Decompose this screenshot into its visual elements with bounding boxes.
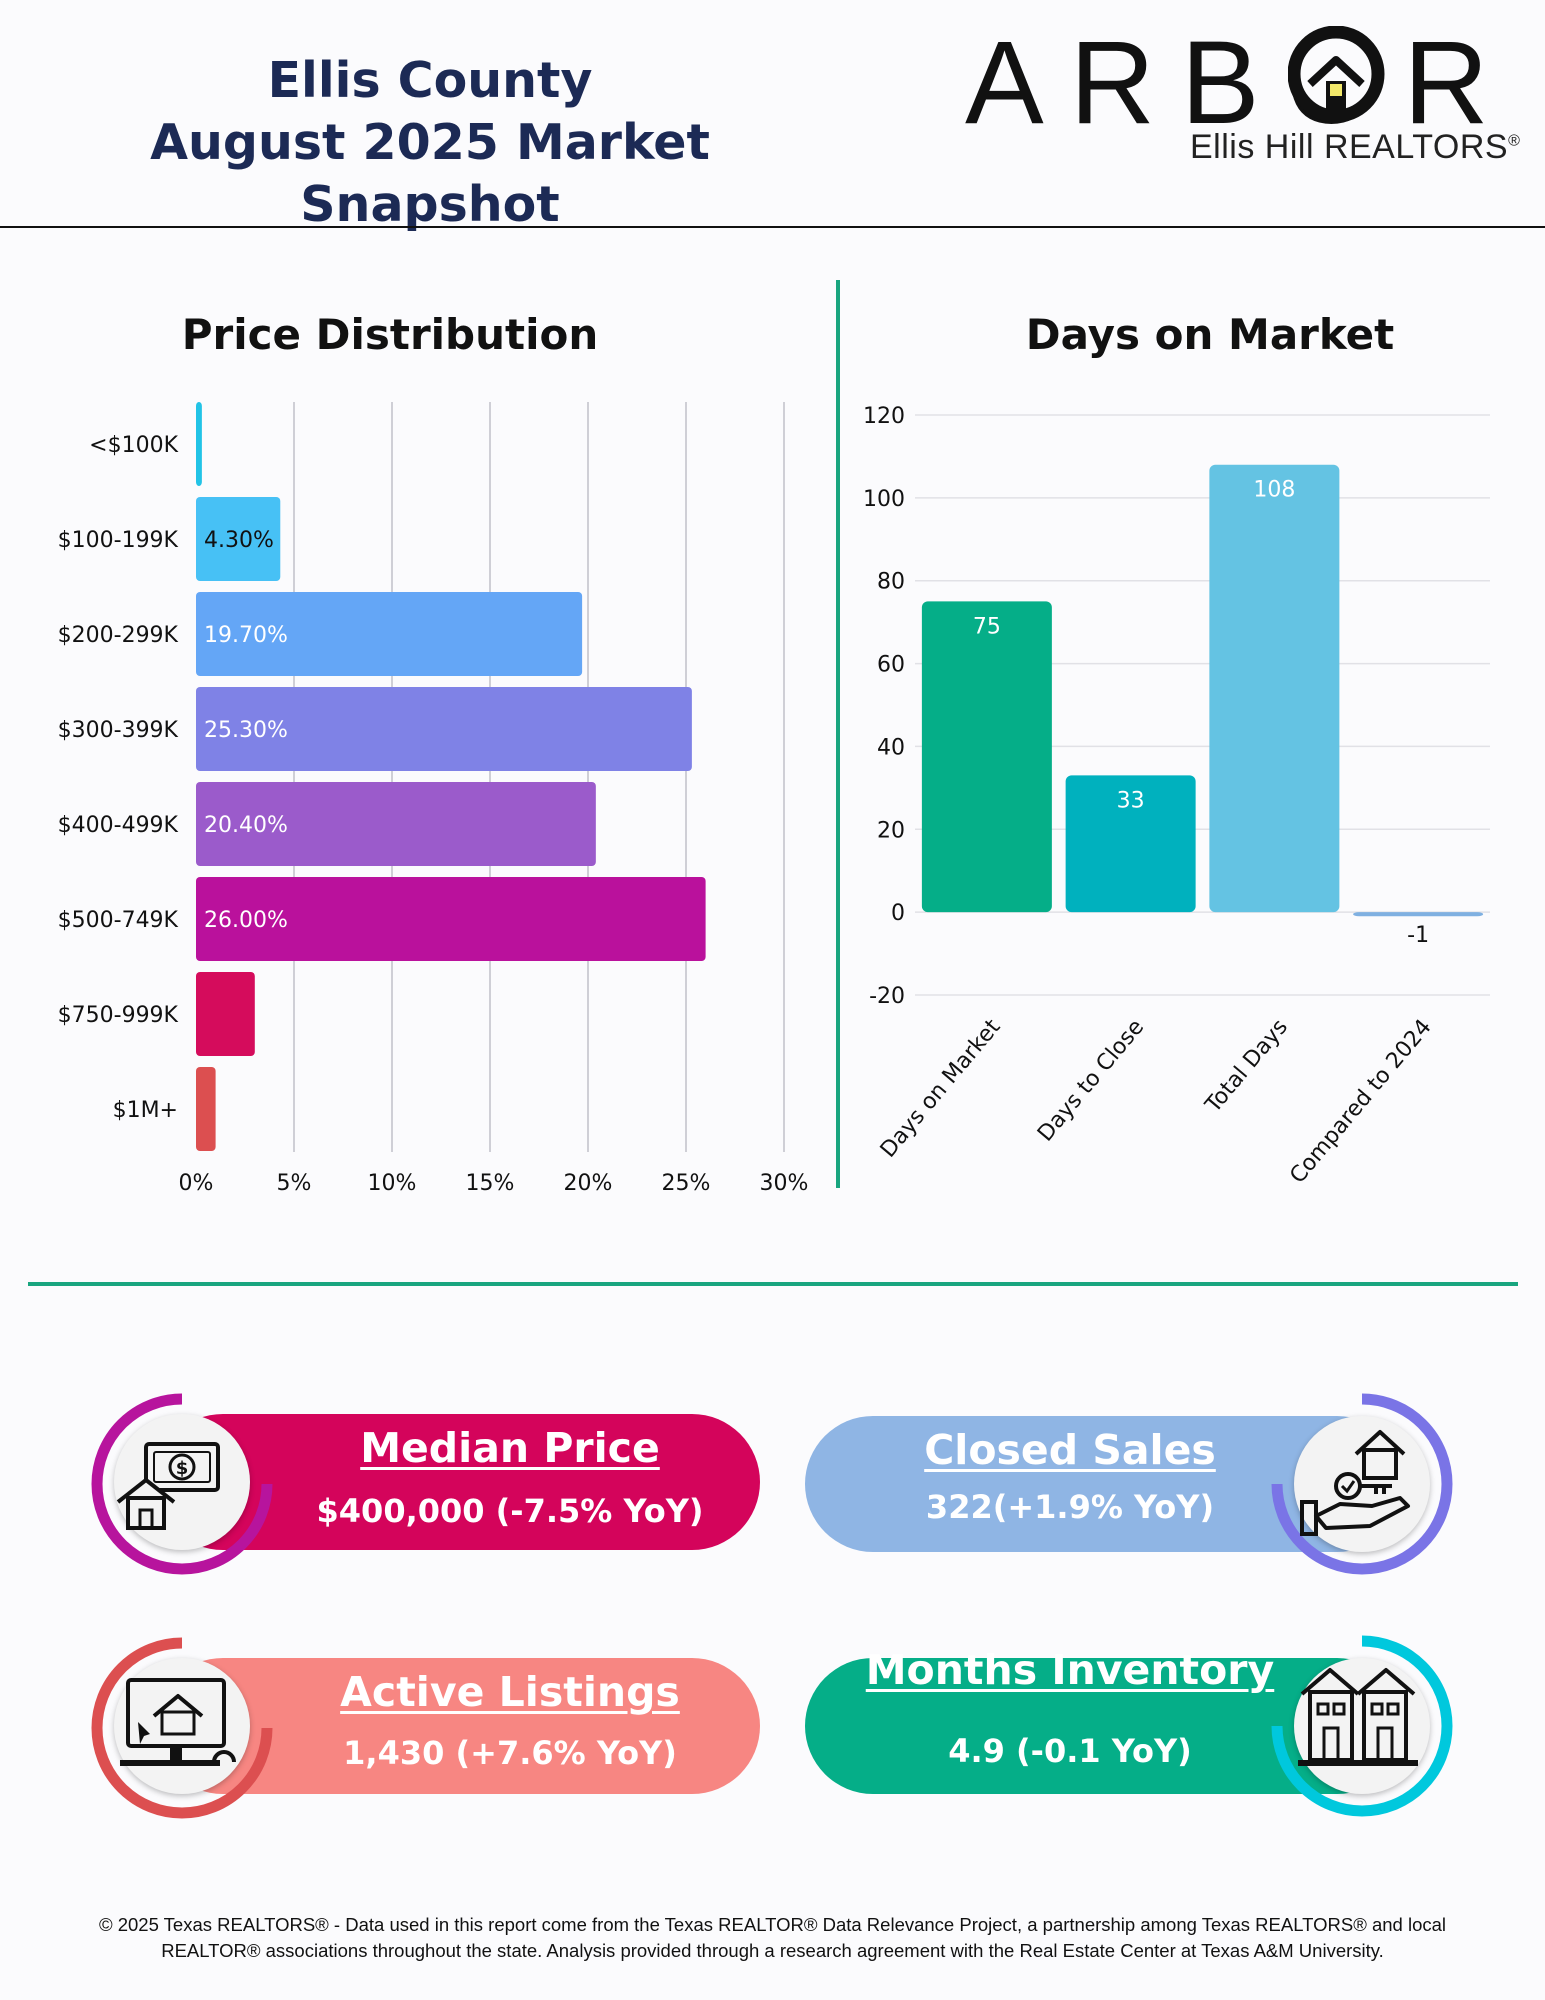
arbor-logo-house-icon xyxy=(1288,26,1385,122)
median-price-value: $400,000 (-7.5% YoY) xyxy=(316,1492,704,1530)
active-listings-ring xyxy=(91,1637,273,1819)
price-bar xyxy=(196,1067,216,1151)
price-bar xyxy=(196,687,692,771)
y-tick-label: 0 xyxy=(891,901,905,926)
days-on-market-chart: 120 100 80 60 40 20 0 -20 75 Days on Market 33 Days… xyxy=(863,404,1490,1189)
title-line-county: Ellis County xyxy=(267,52,593,109)
page-title: Ellis County August 2025 Market Snapshot xyxy=(30,50,830,236)
bar-data-label: 75 xyxy=(973,614,1001,639)
price-bar xyxy=(196,972,255,1056)
x-tick-label: 15% xyxy=(466,1171,515,1196)
category-label: Compared to 2024 xyxy=(1285,1015,1436,1189)
price-bar xyxy=(196,592,583,676)
townhouses-icon xyxy=(1298,1668,1418,1766)
closed-sales-ring xyxy=(1271,1393,1453,1575)
bar-data-label: 26.00% xyxy=(204,908,288,933)
bar-data-label: 19.70% xyxy=(204,623,288,648)
category-label: $1M+ xyxy=(113,1098,178,1123)
median-price-title: Median Price xyxy=(360,1424,660,1472)
category-label: $400-499K xyxy=(58,813,179,838)
horizontal-divider xyxy=(28,1282,1518,1286)
bar-data-label: 20.40% xyxy=(204,813,288,838)
x-tick-label: 0% xyxy=(179,1171,214,1196)
category-label: $200-299K xyxy=(58,623,179,648)
footer-disclaimer: © 2025 Texas REALTORS® - Data used in th… xyxy=(40,1912,1505,1964)
days-bar xyxy=(1209,464,1340,913)
price-distribution-chart: 0% 5% 10% 15% 20% 25% 30% <$100K $100-199K 4.30% $… xyxy=(58,402,809,1196)
footer-line-2: REALTOR® associations throughout the sta… xyxy=(161,1940,1384,1961)
active-listings-title: Active Listings xyxy=(340,1668,680,1716)
median-price-ring xyxy=(91,1393,273,1575)
months-inventory-ring xyxy=(1271,1635,1453,1817)
category-label: $750-999K xyxy=(58,1003,179,1028)
price-bar xyxy=(196,402,202,486)
x-tick-label: 10% xyxy=(368,1171,417,1196)
category-label: $100-199K xyxy=(58,528,179,553)
bar-data-label: 108 xyxy=(1253,478,1295,503)
months-inventory-value: 4.9 (-0.1 YoY) xyxy=(948,1732,1192,1770)
x-tick-label: 20% xyxy=(564,1171,613,1196)
footer-line-1: © 2025 Texas REALTORS® - Data used in th… xyxy=(98,1914,1447,1935)
category-label: $300-399K xyxy=(58,718,179,743)
y-tick-label: 20 xyxy=(877,818,905,843)
category-label: <$100K xyxy=(89,433,178,458)
bar-data-label: 4.30% xyxy=(204,528,274,553)
y-tick-label: 100 xyxy=(863,487,905,512)
days-bar xyxy=(1353,912,1484,917)
x-tick-label: 30% xyxy=(760,1171,809,1196)
days-on-market-title: Days on Market xyxy=(1025,310,1395,359)
months-inventory-title: Months Inventory xyxy=(865,1646,1275,1694)
y-tick-label: 120 xyxy=(863,404,905,429)
price-bar xyxy=(196,782,596,866)
registered-mark: ® xyxy=(1508,132,1521,150)
active-listings-value: 1,430 (+7.6% YoY) xyxy=(343,1734,677,1772)
title-line-snapshot: August 2025 Market Snapshot xyxy=(150,114,710,233)
y-tick-label: 40 xyxy=(877,735,905,760)
svg-text:$: $ xyxy=(176,1458,189,1479)
bar-data-label: 33 xyxy=(1117,788,1145,813)
bar-data-label: 25.30% xyxy=(204,718,288,743)
category-label: $500-749K xyxy=(58,908,179,933)
arbor-logo-wordmark: ARBOR xyxy=(965,17,1515,149)
money-house-icon: $ xyxy=(116,1442,220,1530)
computer-house-icon xyxy=(120,1678,236,1766)
vertical-divider xyxy=(836,280,840,1188)
category-label: Days on Market xyxy=(876,1015,1006,1163)
category-label: Days to Close xyxy=(1033,1015,1149,1147)
y-tick-label: -20 xyxy=(869,984,905,1009)
price-distribution-title: Price Distribution xyxy=(181,310,599,359)
x-tick-label: 5% xyxy=(277,1171,312,1196)
y-tick-label: 60 xyxy=(877,653,905,678)
days-bar xyxy=(921,601,1052,913)
category-label: Total Days xyxy=(1200,1015,1293,1119)
closed-sales-title: Closed Sales xyxy=(924,1426,1216,1474)
bar-data-label: -1 xyxy=(1407,923,1429,948)
header-divider xyxy=(0,226,1545,228)
hand-house-key-icon xyxy=(1300,1430,1410,1536)
price-bar xyxy=(196,497,281,581)
logo-subtitle: Ellis Hill REALTORS® xyxy=(1190,128,1520,167)
price-bar xyxy=(196,877,706,961)
y-tick-label: 80 xyxy=(877,570,905,595)
closed-sales-value: 322(+1.9% YoY) xyxy=(925,1488,1215,1526)
logo-subtitle-text: Ellis Hill REALTORS xyxy=(1190,128,1509,166)
days-bar xyxy=(1065,775,1196,913)
x-tick-label: 25% xyxy=(662,1171,711,1196)
